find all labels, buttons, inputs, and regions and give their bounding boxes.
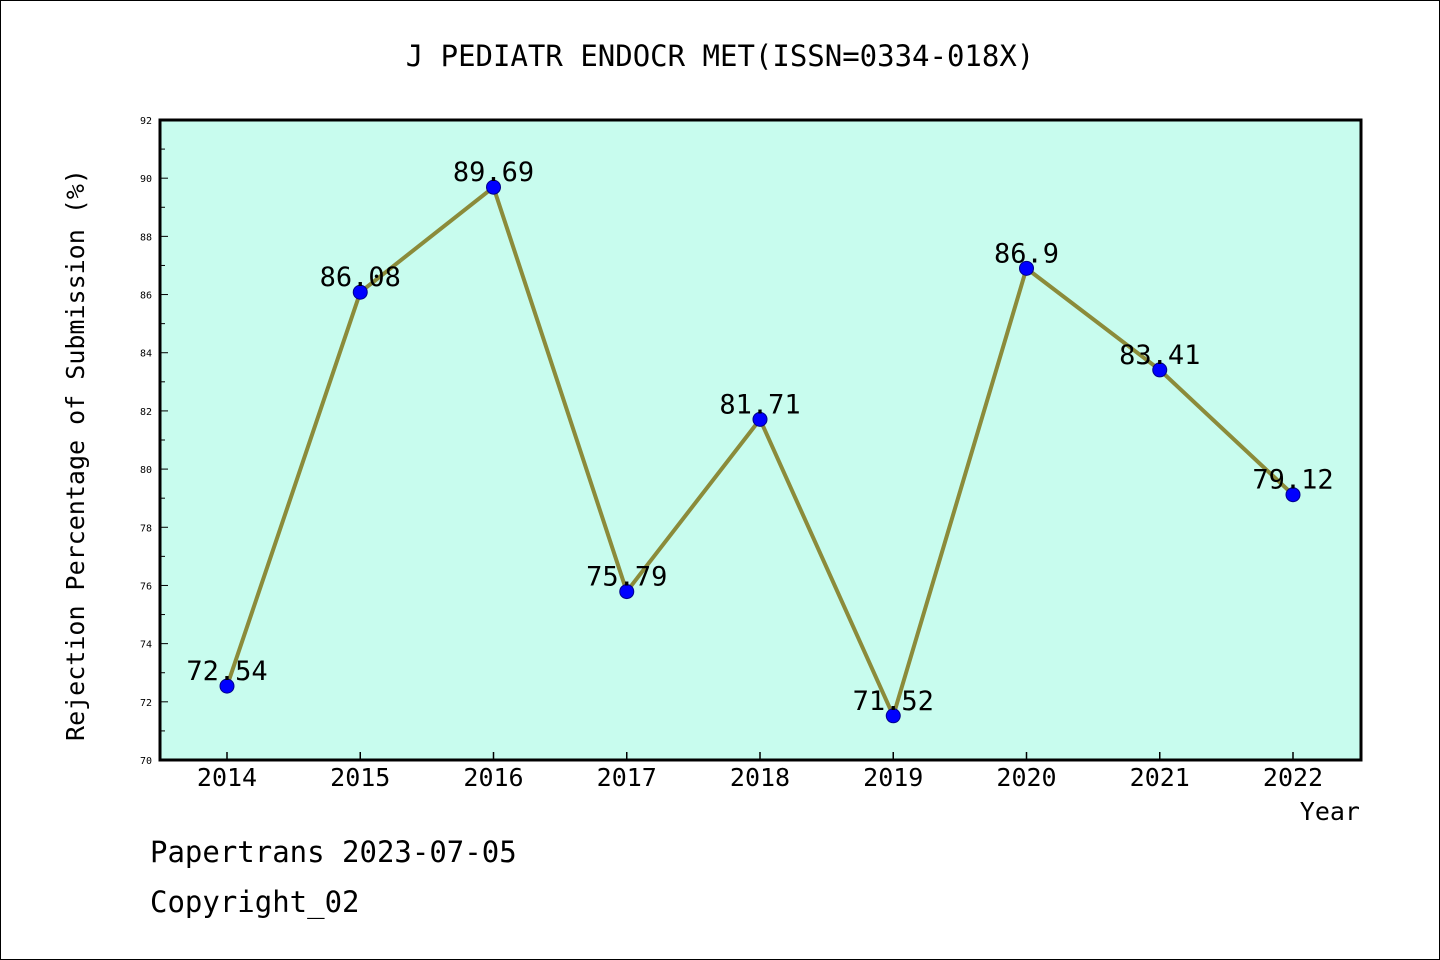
x-tick-label: 2018 — [730, 763, 790, 792]
plot-area — [158, 118, 1363, 762]
x-tick-label: 2019 — [863, 763, 923, 792]
data-label: 86.08 — [320, 262, 401, 293]
footer-date-line: Papertrans 2023-07-05 — [150, 835, 517, 869]
y-axis: 70 72 74 76 78 80 82 84 86 88 90 92 — [140, 116, 168, 767]
data-point — [219, 678, 235, 694]
x-axis-label: Year — [1300, 797, 1360, 826]
y-tick-label: 84 — [140, 349, 152, 360]
data-point — [619, 584, 635, 600]
x-tick-label: 2015 — [330, 763, 390, 792]
data-point — [752, 411, 768, 427]
x-tick-label: 2016 — [463, 763, 523, 792]
x-tick-label: 2021 — [1130, 763, 1190, 792]
y-tick-label: 86 — [140, 291, 152, 302]
y-tick-label: 76 — [140, 581, 152, 592]
data-label: 89.69 — [453, 157, 534, 188]
data-label: 83.41 — [1119, 340, 1200, 371]
y-tick-label: 72 — [140, 698, 152, 709]
y-tick-label: 92 — [140, 116, 152, 127]
y-tick-label: 88 — [140, 232, 152, 243]
footer-copyright-line: Copyright_02 — [150, 885, 360, 919]
x-tick-label: 2017 — [597, 763, 657, 792]
x-tick-label: 2020 — [996, 763, 1056, 792]
data-label: 79.12 — [1252, 465, 1333, 496]
data-point — [1152, 362, 1168, 378]
data-points — [219, 179, 1301, 724]
x-axis: 2014 2015 2016 2017 2018 2019 2020 2021 2022 — [197, 752, 1323, 792]
y-tick-label: 80 — [140, 465, 152, 476]
data-label: 75.79 — [586, 562, 667, 593]
y-tick-label: 90 — [140, 174, 152, 185]
y-tick-label: 82 — [140, 407, 152, 418]
data-point — [352, 284, 368, 300]
data-labels: 72.54 86.08 89.69 75.79 81.71 71.52 86.9 83.41 7… — [186, 157, 1333, 717]
data-label: 86.9 — [994, 238, 1059, 269]
data-label: 72.54 — [186, 656, 267, 687]
y-tick-label: 78 — [140, 523, 152, 534]
y-tick-label: 74 — [140, 640, 152, 651]
data-label: 81.71 — [719, 389, 800, 420]
data-point — [885, 708, 901, 724]
x-tick-label: 2014 — [197, 763, 257, 792]
chart-title: J PEDIATR ENDOCR MET(ISSN=0334-018X) — [406, 39, 1035, 73]
x-tick-label: 2022 — [1263, 763, 1323, 792]
data-point — [1019, 260, 1034, 276]
data-point — [1285, 487, 1301, 503]
y-axis-label: Rejection Percentage of Submission (%) — [61, 169, 90, 741]
data-label: 71.52 — [853, 686, 934, 717]
data-point — [486, 179, 501, 195]
y-tick-label: 70 — [140, 756, 152, 767]
